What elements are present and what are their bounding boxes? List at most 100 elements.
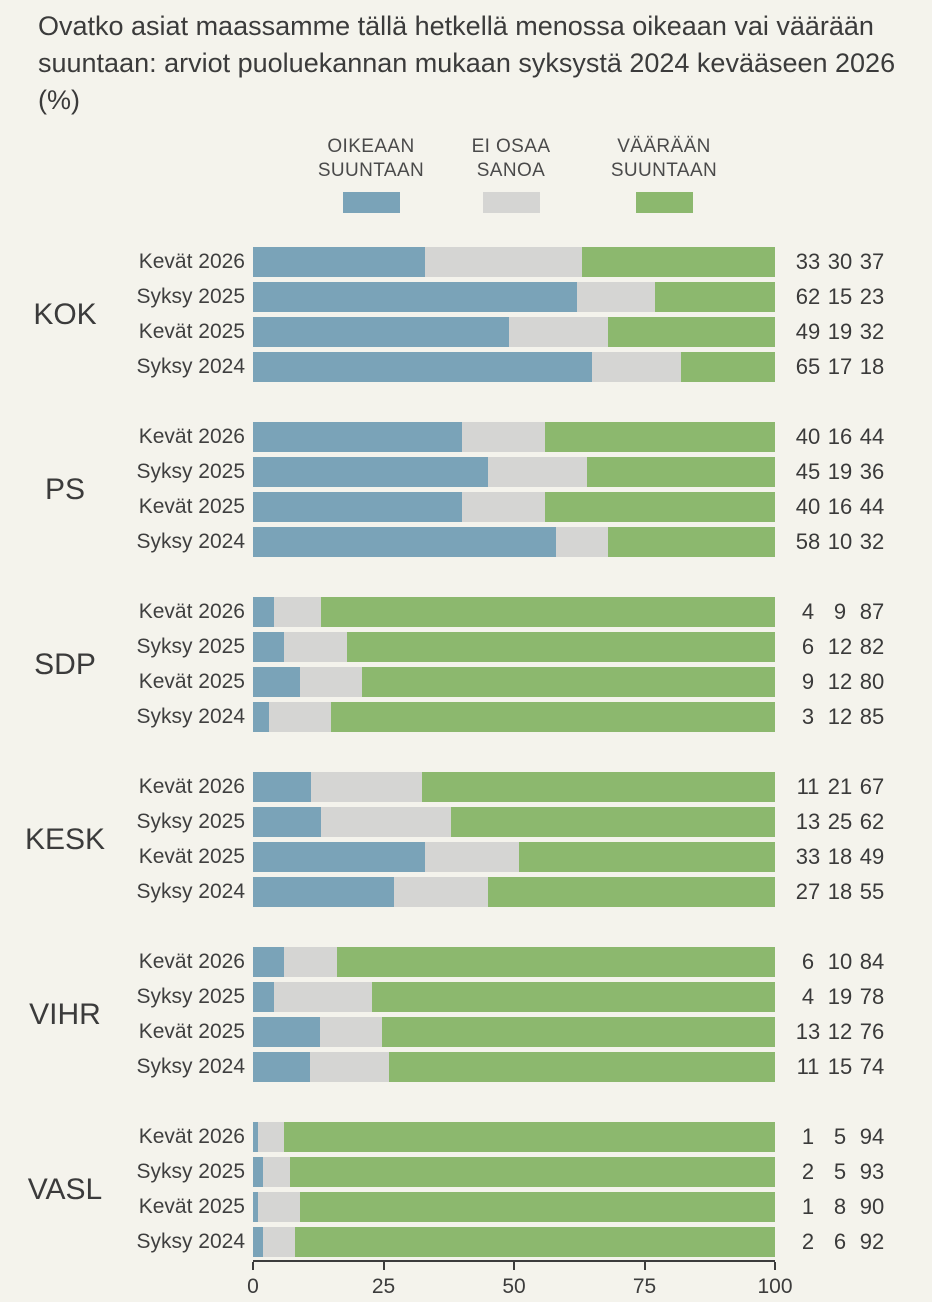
bar-segment-väärään-suuntaan: [371, 982, 775, 1012]
bar-segment-oikeaan-suuntaan: [253, 492, 462, 522]
bar-segment-väärään-suuntaan: [519, 842, 775, 872]
value-labels: 13 12 76: [793, 1019, 887, 1045]
bar-segment-väärään-suuntaan: [654, 282, 775, 312]
bar-row: Syksy 2025 6 12 82: [130, 632, 887, 662]
bar-segment-oikeaan-suuntaan: [253, 982, 274, 1012]
value-label: 3: [801, 704, 815, 729]
value-labels: 3 12 85: [793, 704, 887, 730]
legend-swatch-right-direction: [342, 192, 400, 213]
stacked-bar: [253, 352, 775, 382]
bar-row: Syksy 2025 13 25 62: [130, 807, 887, 837]
bar-segment-ei-osaa-sanoa: [263, 1157, 290, 1187]
row-label: Syksy 2025: [136, 1160, 245, 1183]
value-label: 2: [801, 1159, 815, 1184]
stacked-bar: [253, 877, 775, 907]
value-label: 55: [859, 879, 885, 904]
row-label: Kevät 2025: [138, 320, 245, 343]
value-labels: 33 30 37: [793, 249, 887, 275]
bar-segment-ei-osaa-sanoa: [393, 877, 488, 907]
value-label: 2: [801, 1229, 815, 1254]
stacked-bar: [253, 772, 775, 802]
bar-row: Kevät 2026 4 9 87: [130, 597, 887, 627]
value-label: 49: [859, 844, 885, 869]
bar-segment-oikeaan-suuntaan: [253, 807, 321, 837]
value-labels: 40 16 44: [793, 424, 887, 450]
legend-swatch-dont-know: [482, 192, 540, 213]
bar-segment-väärään-suuntaan: [545, 422, 775, 452]
stacked-bar: [253, 1052, 775, 1082]
bar-row: Kevät 2025 13 12 76: [130, 1017, 887, 1047]
bar-segment-oikeaan-suuntaan: [253, 1122, 259, 1152]
value-label: 4: [801, 984, 815, 1009]
stacked-bar: [253, 632, 775, 662]
axis-tick-label: 100: [757, 1275, 793, 1298]
row-label: Kevät 2026: [138, 950, 245, 973]
bar-row: Kevät 2026 33 30 37: [130, 247, 887, 277]
value-label: 12: [827, 704, 853, 729]
bar-segment-oikeaan-suuntaan: [253, 247, 426, 277]
bar-segment-oikeaan-suuntaan: [253, 1192, 259, 1222]
bar-segment-ei-osaa-sanoa: [299, 667, 362, 697]
value-label: 9: [833, 599, 847, 624]
bar-segment-oikeaan-suuntaan: [253, 1227, 264, 1257]
value-label: 80: [859, 669, 885, 694]
value-label: 25: [827, 809, 853, 834]
bar-segment-väärään-suuntaan: [346, 632, 775, 662]
stacked-bar: [253, 422, 775, 452]
bar-row: Syksy 2024 58 10 32: [130, 527, 887, 557]
stacked-bar: [253, 247, 775, 277]
value-label: 65: [795, 354, 821, 379]
bar-segment-ei-osaa-sanoa: [311, 772, 422, 802]
value-labels: 4 9 87: [793, 599, 887, 625]
row-label: Syksy 2025: [136, 460, 245, 483]
value-label: 21: [827, 774, 853, 799]
value-label: 15: [827, 1054, 853, 1079]
axis-tick: [643, 1262, 646, 1270]
party-group-vasl: VASL Kevät 2026 1 5 94 Syksy 2025 2 5 93 Kevät 20…: [0, 1122, 932, 1257]
row-label: Kevät 2026: [138, 600, 245, 623]
value-label: 12: [827, 634, 853, 659]
stacked-bar: [253, 982, 775, 1012]
value-label: 30: [827, 249, 853, 274]
bar-segment-oikeaan-suuntaan: [253, 597, 274, 627]
value-label: 74: [859, 1054, 885, 1079]
party-rows: Kevät 2026 33 30 37 Syksy 2025 62 15 23 Kevät 20…: [130, 247, 887, 382]
row-label: Kevät 2025: [138, 1195, 245, 1218]
row-label: Kevät 2025: [138, 495, 245, 518]
value-label: 10: [827, 529, 853, 554]
bar-segment-oikeaan-suuntaan: [253, 527, 556, 557]
bar-row: Syksy 2024 2 6 92: [130, 1227, 887, 1257]
bar-segment-ei-osaa-sanoa: [461, 422, 546, 452]
bar-segment-ei-osaa-sanoa: [268, 702, 332, 732]
value-labels: 6 12 82: [793, 634, 887, 660]
value-label: 40: [795, 494, 821, 519]
row-label: Syksy 2024: [136, 1230, 245, 1253]
value-labels: 45 19 36: [793, 459, 887, 485]
party-group-sdp: SDP Kevät 2026 4 9 87 Syksy 2025 6 12 82 Kevät 20…: [0, 597, 932, 732]
stacked-bar: [253, 702, 775, 732]
bar-segment-ei-osaa-sanoa: [508, 317, 608, 347]
bar-segment-oikeaan-suuntaan: [253, 352, 593, 382]
legend-label: OIKEAAN SUUNTAAN: [317, 136, 425, 181]
value-label: 33: [795, 249, 821, 274]
bar-segment-oikeaan-suuntaan: [253, 947, 285, 977]
row-label: Kevät 2026: [138, 425, 245, 448]
bar-segment-väärään-suuntaan: [681, 352, 775, 382]
value-label: 23: [859, 284, 885, 309]
value-label: 19: [827, 319, 853, 344]
value-label: 84: [859, 949, 885, 974]
bar-segment-väärään-suuntaan: [294, 1227, 775, 1257]
bar-segment-ei-osaa-sanoa: [487, 457, 588, 487]
value-labels: 2 5 93: [793, 1159, 887, 1185]
bar-segment-oikeaan-suuntaan: [253, 1052, 311, 1082]
bar-row: Syksy 2025 4 19 78: [130, 982, 887, 1012]
legend-item-dont-know: EI OSAA SANOA: [431, 135, 591, 213]
legend-label: EI OSAA SANOA: [471, 136, 551, 181]
bar-segment-ei-osaa-sanoa: [273, 597, 321, 627]
bar-segment-väärään-suuntaan: [361, 667, 775, 697]
value-labels: 2 6 92: [793, 1229, 887, 1255]
value-label: 33: [795, 844, 821, 869]
axis-tick-label: 75: [632, 1275, 657, 1298]
value-label: 6: [801, 949, 815, 974]
value-label: 32: [859, 319, 885, 344]
